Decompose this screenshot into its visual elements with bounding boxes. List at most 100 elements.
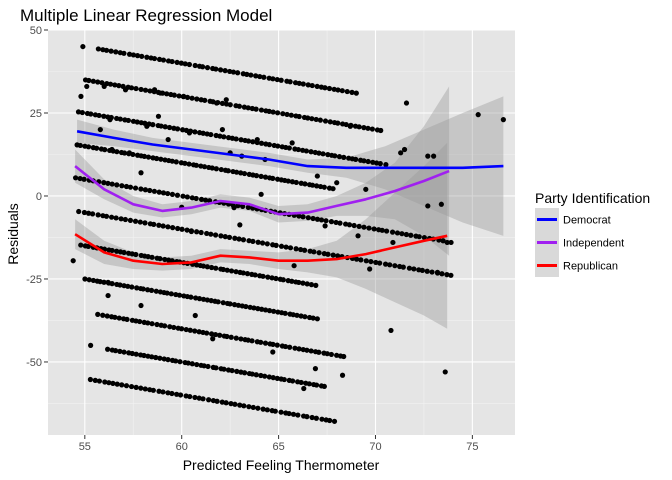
data-point [208, 331, 215, 337]
data-point [231, 205, 237, 211]
data-point [241, 170, 248, 177]
data-point [227, 102, 233, 108]
data-point [398, 150, 404, 156]
data-point [142, 386, 148, 392]
data-point [204, 230, 210, 237]
data-point [174, 192, 181, 198]
data-point [403, 231, 410, 238]
data-point [296, 80, 302, 86]
data-point [219, 126, 225, 133]
data-point [260, 406, 266, 412]
data-point [296, 346, 302, 352]
data-point [237, 222, 243, 228]
data-point [109, 281, 115, 287]
data-point [97, 279, 103, 285]
data-point [300, 214, 306, 220]
data-point [176, 292, 183, 298]
data-point [236, 236, 242, 242]
smooth-line-republican [74, 233, 448, 266]
data-point [215, 299, 221, 305]
x-tick-label: 75 [466, 441, 478, 453]
data-point [500, 117, 506, 123]
data-point [117, 116, 123, 122]
data-point [250, 139, 256, 145]
data-point [87, 376, 93, 383]
data-point [325, 251, 331, 257]
data-point [416, 234, 422, 240]
data-point [309, 116, 315, 122]
data-point [200, 130, 206, 136]
data-point [238, 137, 244, 143]
data-point [138, 86, 144, 93]
data-point [270, 375, 276, 381]
data-point [202, 197, 209, 203]
data-point [233, 269, 239, 275]
data-point [316, 150, 322, 156]
data-point [411, 266, 417, 272]
y-tick-label: -25 [26, 274, 42, 286]
data-point [377, 161, 383, 167]
data-point [356, 124, 362, 130]
legend-label-democrat: Democrat [563, 215, 611, 227]
data-point [270, 349, 276, 355]
data-point [95, 46, 101, 52]
data-point [310, 315, 316, 321]
data-point [189, 361, 195, 367]
data-point [133, 384, 139, 390]
data-point [292, 345, 298, 351]
data-point [149, 354, 155, 360]
data-point [249, 338, 255, 344]
data-point [440, 238, 446, 244]
data-point [178, 326, 185, 332]
data-point [144, 287, 151, 293]
data-point [245, 105, 251, 111]
data-point [85, 243, 91, 249]
data-point [132, 185, 139, 191]
data-point [174, 59, 180, 66]
data-point [327, 417, 333, 424]
data-point [363, 186, 369, 192]
data-point [90, 78, 96, 84]
data-point [201, 164, 208, 170]
data-point [308, 348, 314, 354]
data-point [237, 402, 243, 408]
data-point [264, 407, 270, 413]
data-point [286, 145, 292, 151]
data-point [318, 217, 325, 223]
data-point [358, 257, 364, 263]
data-point [85, 144, 92, 150]
axis-ticks: 55 60 65 70 75 -50 -25 0 25 50 [26, 25, 478, 453]
data-point [266, 142, 272, 148]
data-point [334, 180, 340, 186]
data-point [320, 151, 326, 157]
data-point [179, 127, 186, 133]
data-point [124, 316, 130, 323]
data-point [157, 256, 163, 262]
data-point [148, 287, 155, 294]
data-point [249, 371, 255, 377]
data-point [114, 149, 120, 155]
data-point [367, 266, 373, 272]
data-point [280, 277, 286, 283]
data-point [313, 282, 319, 288]
data-point [296, 279, 302, 286]
data-point [233, 169, 240, 175]
data-point [105, 279, 111, 285]
data-point [403, 100, 410, 106]
data-point [149, 254, 155, 260]
data-point [310, 215, 316, 222]
data-point [177, 359, 183, 365]
data-point [272, 408, 278, 414]
data-point [270, 341, 276, 348]
data-point [308, 282, 315, 288]
data-point [220, 300, 226, 306]
data-point [313, 116, 319, 123]
data-point [225, 168, 231, 174]
data-point [334, 352, 340, 358]
data-point [201, 363, 207, 369]
data-point [138, 170, 144, 176]
data-point [305, 215, 311, 221]
data-point [181, 93, 187, 99]
data-point [281, 376, 287, 383]
data-point [103, 47, 110, 53]
